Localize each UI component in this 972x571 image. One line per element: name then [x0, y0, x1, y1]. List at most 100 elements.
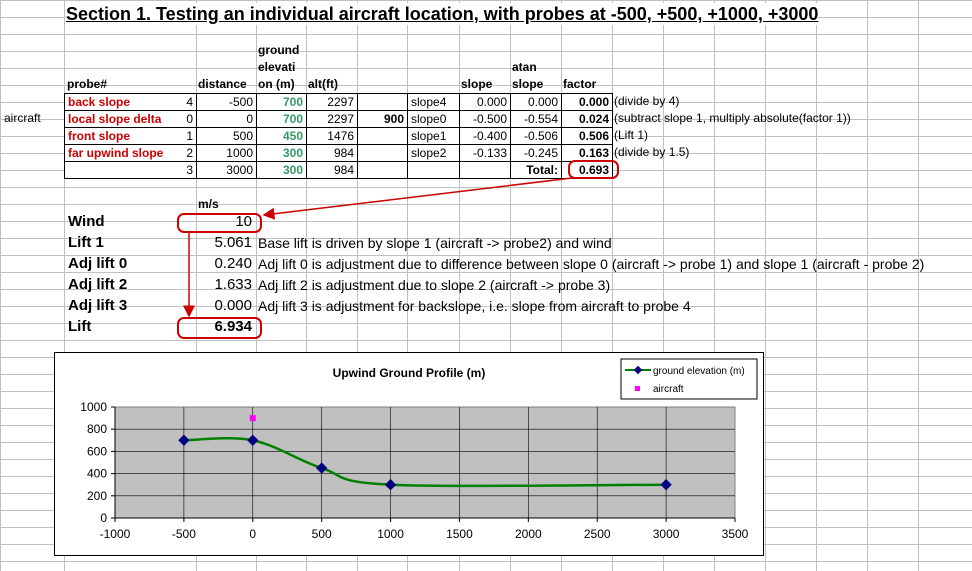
adj-lift-0-value[interactable]: 0.240 [214, 255, 252, 272]
lift-label-adj2: Adj lift 2 [68, 276, 128, 293]
x-tick-label: 3500 [722, 527, 749, 541]
column-line [561, 0, 562, 571]
header-atan-1: atan [512, 60, 537, 74]
ground-elevation-point [384, 479, 397, 491]
lift-label-total: Lift [68, 318, 92, 335]
x-tick-label: 0 [249, 527, 256, 541]
column-line [612, 0, 613, 571]
x-tick-label: -1000 [100, 527, 131, 541]
total-highlight-oval [568, 160, 619, 179]
y-tick-label: 0 [100, 511, 107, 525]
legend-aircraft: aircraft [653, 384, 684, 395]
distance-cell[interactable]: 500 [196, 127, 257, 145]
lift-total-value[interactable]: 6.934 [214, 318, 252, 335]
note-row-3: (divide by 1.5) [614, 145, 690, 159]
ground-elevation-point [178, 434, 190, 446]
adj-lift-2-desc: Adj lift 2 is adjustment due to slope 2 … [258, 277, 611, 293]
lift-label-adj3: Adj lift 3 [68, 297, 128, 314]
ground-elevation-point [660, 479, 672, 491]
header-atan-2: slope [512, 77, 544, 91]
header-elev-1: ground [258, 43, 300, 57]
lift-label-1: Lift 1 [68, 234, 104, 251]
adj-lift-3-desc: Adj lift 3 is adjustment for backslope, … [258, 298, 691, 314]
probe-name-cell[interactable]: back slope 4 [64, 93, 197, 111]
chart-svg: Upwind Ground Profile (m) -1000 -500 0 500 1… [80, 358, 758, 541]
x-tick-label: 500 [312, 527, 332, 541]
slope-name-cell[interactable]: slope4 [407, 93, 460, 111]
adj-lift-3-value[interactable]: 0.000 [214, 297, 252, 314]
column-line [306, 0, 307, 571]
wind-highlight-oval [177, 213, 262, 233]
table-row: front slope 1 500 450 1476 slope1 -0.400 … [64, 127, 613, 145]
ground-elevation-point [316, 462, 328, 474]
x-tick-label: 2000 [515, 527, 542, 541]
y-tick-label: 800 [87, 422, 107, 436]
chart-title: Upwind Ground Profile (m) [333, 366, 486, 380]
y-tick-label: 200 [87, 489, 107, 503]
x-tick-label: 2500 [584, 527, 611, 541]
x-tick-label: -500 [172, 527, 196, 541]
column-line [918, 0, 919, 571]
header-probe: probe# [67, 77, 108, 91]
header-alt: alt(ft) [308, 77, 338, 91]
x-tick-label: 3000 [653, 527, 680, 541]
column-line [407, 0, 408, 571]
column-line [459, 0, 460, 571]
note-row-1: (subtract slope 1, multiply absolute(fac… [614, 111, 851, 125]
ground-profile-chart[interactable]: Upwind Ground Profile (m) -1000 -500 0 500 1… [54, 352, 764, 556]
elevation-cell[interactable]: 450 [256, 127, 307, 145]
column-line [510, 0, 511, 571]
elevation-cell[interactable]: 300 [256, 144, 307, 162]
table-row: 3 3000 300 984 Total: 0.693 [64, 161, 613, 179]
column-line [816, 0, 817, 571]
probe-name-cell[interactable]: front slope 1 [64, 127, 197, 145]
lift-label-wind: Wind [68, 213, 105, 230]
lift-1-desc: Base lift is driven by slope 1 (aircraft… [258, 235, 612, 251]
aircraft-point [249, 415, 256, 422]
ground-elevation-line [183, 436, 667, 488]
header-slope: slope [461, 77, 493, 91]
ground-elevation-point [247, 434, 259, 446]
unit-label: m/s [198, 197, 219, 211]
y-tick-label: 600 [87, 444, 107, 458]
atan-cell[interactable]: -0.506 [510, 127, 562, 145]
probe-table: back slope 4 -500 700 2297 slope4 0.000 0… [64, 93, 613, 179]
adj-lift-0-desc: Adj lift 0 is adjustment due to differen… [258, 256, 925, 272]
alt-cell[interactable]: 984 [306, 161, 358, 179]
slope-cell[interactable]: -0.133 [459, 144, 511, 162]
column-line [867, 0, 868, 571]
note-row-0: (divide by 4) [614, 94, 680, 108]
alt-cell[interactable]: 1476 [306, 127, 358, 145]
lift-highlight-oval [177, 317, 262, 339]
distance-cell[interactable]: 3000 [196, 161, 257, 179]
column-line [663, 0, 664, 571]
column-line [256, 0, 257, 571]
chart-legend[interactable]: ground elevation (m) aircraft [620, 358, 758, 400]
section-title: Section 1. Testing an individual aircraf… [66, 3, 819, 25]
y-tick-label: 400 [87, 467, 107, 481]
adj-lift-2-value[interactable]: 1.633 [214, 276, 252, 293]
probe-name-cell[interactable]: 3 [64, 161, 197, 179]
y-tick-label: 1000 [80, 400, 107, 414]
header-distance: distance [198, 77, 247, 91]
column-line [196, 0, 197, 571]
legend-ground-elevation: ground elevation (m) [653, 366, 745, 377]
column-line [64, 0, 65, 571]
wind-value[interactable]: 10 [235, 213, 252, 230]
header-elev-3: on (m) [258, 77, 295, 91]
column-line [357, 0, 358, 571]
aircraft-label: aircraft [4, 111, 41, 125]
factor-cell[interactable]: 0.000 [561, 93, 613, 111]
slope-name-cell[interactable]: slope0 [407, 110, 460, 128]
lift-1-value[interactable]: 5.061 [214, 234, 252, 251]
x-tick-label: 1500 [446, 527, 473, 541]
x-tick-label: 1000 [377, 527, 404, 541]
header-elev-2: elevati [258, 60, 296, 74]
probe-name-cell[interactable]: far upwind slope 2 [64, 144, 197, 162]
lift-label-adj0: Adj lift 0 [68, 255, 128, 272]
total-label-cell[interactable]: Total: [510, 161, 562, 179]
plot-background [114, 406, 736, 519]
column-line [714, 0, 715, 571]
note-row-2: (Lift 1) [614, 128, 649, 142]
